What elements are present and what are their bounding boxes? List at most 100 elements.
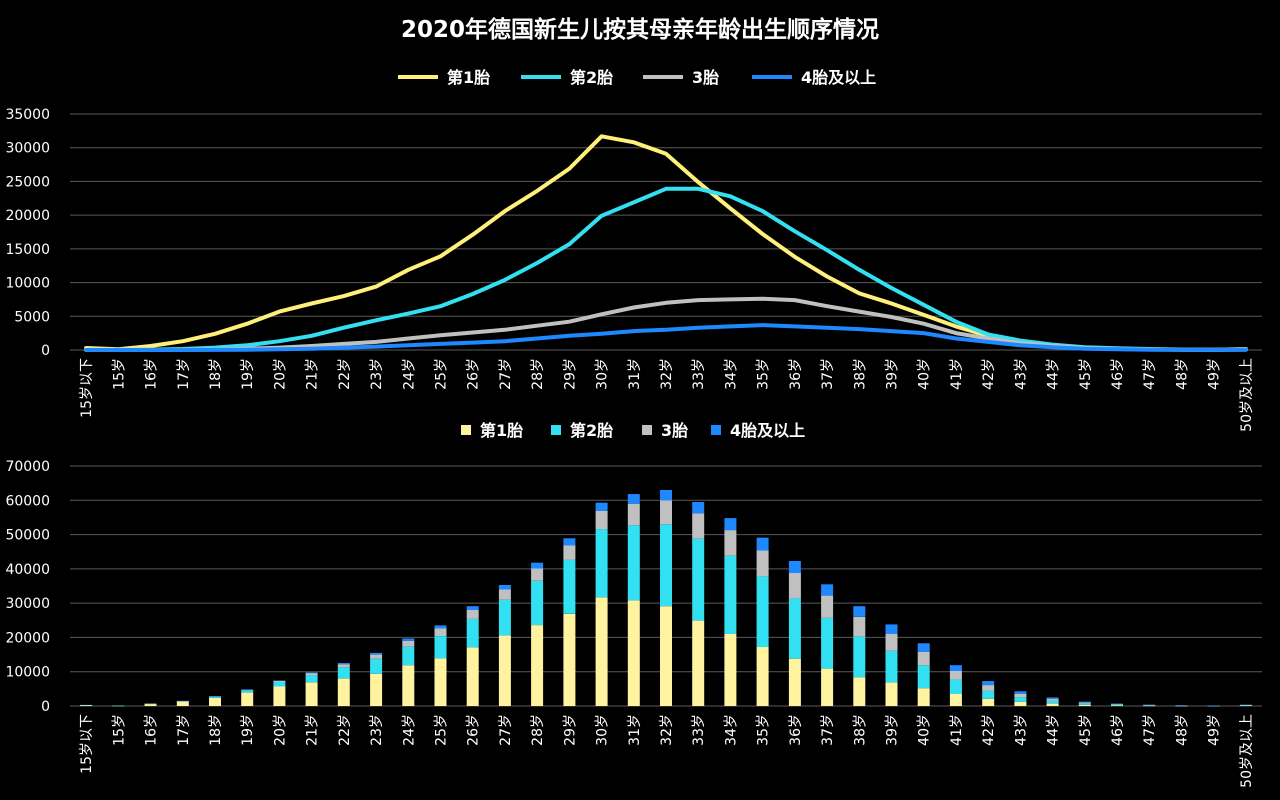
bar-segment <box>466 647 479 706</box>
bar-segment <box>917 643 930 652</box>
bar-segment <box>531 625 544 706</box>
bar-segment <box>821 595 834 618</box>
bar-segment <box>660 490 672 501</box>
x-tick-label: 21岁 <box>305 358 321 390</box>
bar-segment <box>273 680 286 681</box>
x-tick-label: 38岁 <box>852 714 868 746</box>
bar-segment <box>949 671 962 680</box>
y-tick-label: 10000 <box>5 665 50 681</box>
bar-segment <box>853 606 866 617</box>
bar-segment <box>1239 705 1252 706</box>
x-tick-label: 27岁 <box>498 714 514 746</box>
y-tick-label: 20000 <box>5 208 50 224</box>
bar-segment <box>660 500 672 525</box>
bar-segment <box>917 651 930 666</box>
x-tick-label: 18岁 <box>208 714 224 746</box>
x-tick-label: 19岁 <box>240 714 256 746</box>
bar-segment <box>788 561 801 573</box>
x-tick-label: 34岁 <box>723 714 739 746</box>
stacked-bar-chart: 0 10000 20000 30000 40000 50000 60000 70000 15岁以… <box>5 421 1262 788</box>
x-tick-label: 36岁 <box>788 358 804 390</box>
x-tick-label: 15岁以下 <box>79 714 95 774</box>
x-tick-label: 47岁 <box>1142 358 1158 390</box>
x-tick-label: 24岁 <box>401 714 417 746</box>
legend-label: 3胎 <box>661 421 688 440</box>
y-tick-label: 30000 <box>5 596 50 612</box>
bar-segment <box>949 694 962 706</box>
bar-segment <box>853 616 866 637</box>
bar-segment <box>1046 700 1059 704</box>
x-tick-label: 19岁 <box>240 358 256 390</box>
bar-segment <box>756 537 769 551</box>
x-tick-label: 45岁 <box>1078 714 1094 746</box>
y-tick-label: 0 <box>41 699 50 715</box>
x-tick-label: 43岁 <box>1013 358 1029 390</box>
bar-segment <box>1143 705 1156 707</box>
x-tick-label: 46岁 <box>1110 358 1126 390</box>
legend-label: 3胎 <box>692 68 719 87</box>
x-tick-label: 30岁 <box>595 358 611 390</box>
bar-segment <box>176 701 189 706</box>
bar-segment <box>982 698 995 706</box>
bar-segment <box>692 620 705 706</box>
x-tick-label: 28岁 <box>530 358 546 390</box>
bar-segment <box>821 668 834 706</box>
bar-segment <box>273 686 286 706</box>
bar-segment <box>756 647 769 706</box>
x-tick-label: 36岁 <box>788 714 804 746</box>
legend-swatch <box>642 425 652 435</box>
x-tick-label: 15岁 <box>111 358 127 390</box>
bar-segment <box>144 703 157 705</box>
bar-segment <box>241 689 254 690</box>
y-tick-label: 40000 <box>5 562 50 578</box>
bar-segment <box>337 678 350 706</box>
bar-segment <box>241 692 254 706</box>
bar-segment <box>885 650 898 683</box>
bar-segment <box>821 617 834 669</box>
bar-segment <box>337 667 350 679</box>
bar-segment <box>853 636 866 678</box>
bar-segment <box>1078 703 1091 705</box>
bar-segment <box>563 559 576 614</box>
bar-segment <box>305 675 318 683</box>
x-tick-label: 37岁 <box>820 358 836 390</box>
bar-segment <box>402 646 415 666</box>
bar-segment <box>627 525 640 601</box>
x-tick-label: 20岁 <box>272 358 288 390</box>
x-tick-label: 41岁 <box>949 358 965 390</box>
bar-segment <box>595 502 608 511</box>
bar-segment <box>595 597 608 706</box>
x-tick-label: 41岁 <box>949 714 965 746</box>
y-tick-label: 10000 <box>5 276 50 292</box>
bar-segment <box>80 704 93 706</box>
bar-segment <box>209 696 221 697</box>
legend-label: 第2胎 <box>570 421 613 440</box>
bar-segment <box>788 573 801 599</box>
series-line <box>84 323 1248 352</box>
bar-segment <box>982 685 995 691</box>
bar-segment <box>402 665 415 706</box>
legend-swatch <box>551 425 561 435</box>
series-line <box>84 186 1248 352</box>
bar-segment <box>305 673 318 676</box>
bar-segment <box>498 635 511 706</box>
series-line <box>84 134 1248 352</box>
x-tick-label: 42岁 <box>981 358 997 390</box>
x-tick-label: 48岁 <box>1174 714 1190 746</box>
bar-segment <box>724 634 737 706</box>
bar-segment <box>370 652 383 655</box>
x-tick-label: 40岁 <box>917 358 933 390</box>
legend-swatch <box>711 425 721 435</box>
x-tick-label: 44岁 <box>1046 714 1062 746</box>
bar-segment <box>756 576 769 647</box>
bar-segment <box>917 688 930 706</box>
bar-segment <box>1175 705 1188 706</box>
bar-segment <box>1239 704 1252 706</box>
x-tick-label: 15岁 <box>111 714 127 746</box>
bar-segment <box>885 634 898 651</box>
bar-segment <box>1111 704 1123 706</box>
x-tick-label: 15岁以下 <box>79 358 95 418</box>
x-tick-label: 39岁 <box>885 358 901 390</box>
bar-segment <box>209 697 221 706</box>
x-tick-label: 46岁 <box>1110 714 1126 746</box>
